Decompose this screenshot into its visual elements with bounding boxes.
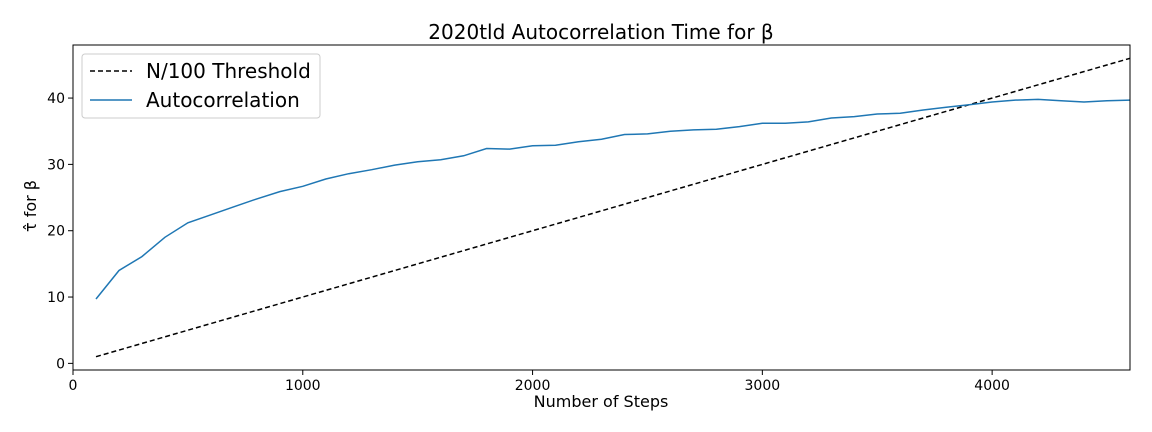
y-tick-label: 40 <box>47 91 65 107</box>
chart-title: 2020tld Autocorrelation Time for β <box>428 20 773 44</box>
x-tick-label: 4000 <box>974 378 1010 394</box>
x-tick-label: 3000 <box>745 378 781 394</box>
y-tick-label: 30 <box>47 157 65 173</box>
legend-label-autocorrelation: Autocorrelation <box>146 88 300 112</box>
legend: N/100 Threshold Autocorrelation <box>81 53 321 119</box>
autocorrelation-line <box>95 98 1130 300</box>
plot-frame <box>72 44 1131 371</box>
y-tick-label: 20 <box>47 224 65 240</box>
x-tick-label: 0 <box>69 378 78 394</box>
y-tick-label: 0 <box>56 356 65 372</box>
plot-area: 0 1000 2000 3000 4000 0 10 20 30 40 <box>47 44 1131 394</box>
x-tick-label: 2000 <box>515 378 551 394</box>
y-tick-label: 10 <box>47 290 65 306</box>
legend-box <box>81 53 321 119</box>
legend-label-threshold: N/100 Threshold <box>146 59 311 83</box>
y-axis-label: τ̂ for β <box>21 180 40 232</box>
threshold-line <box>95 57 1130 358</box>
x-tick-label: 1000 <box>285 378 321 394</box>
x-axis-label: Number of Steps <box>534 392 669 411</box>
